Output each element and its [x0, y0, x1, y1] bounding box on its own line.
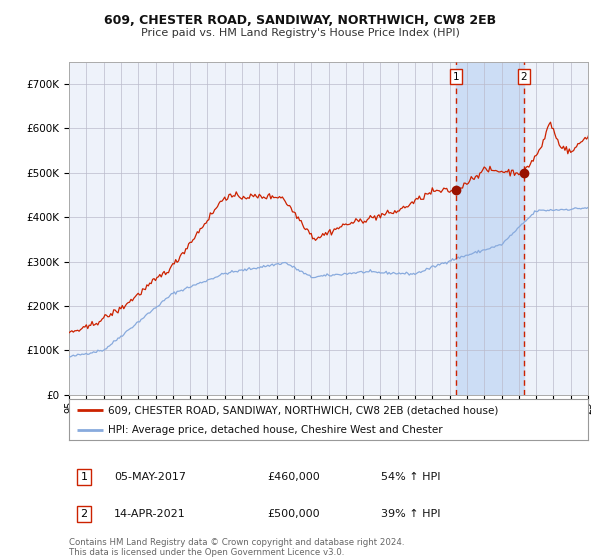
Text: 609, CHESTER ROAD, SANDIWAY, NORTHWICH, CW8 2EB: 609, CHESTER ROAD, SANDIWAY, NORTHWICH, …	[104, 14, 496, 27]
Bar	[455, 62, 524, 395]
Text: 2: 2	[520, 72, 527, 82]
Text: 1: 1	[80, 472, 88, 482]
Text: £460,000: £460,000	[267, 472, 320, 482]
Text: Contains HM Land Registry data © Crown copyright and database right 2024.
This d: Contains HM Land Registry data © Crown c…	[69, 538, 404, 557]
Text: 05-MAY-2017: 05-MAY-2017	[114, 472, 186, 482]
Text: 14-APR-2021: 14-APR-2021	[114, 509, 186, 519]
Text: 609, CHESTER ROAD, SANDIWAY, NORTHWICH, CW8 2EB (detached house): 609, CHESTER ROAD, SANDIWAY, NORTHWICH, …	[108, 405, 499, 415]
Text: £500,000: £500,000	[267, 509, 320, 519]
Text: 1: 1	[452, 72, 459, 82]
Text: 2: 2	[80, 509, 88, 519]
Text: 54% ↑ HPI: 54% ↑ HPI	[381, 472, 440, 482]
Text: HPI: Average price, detached house, Cheshire West and Chester: HPI: Average price, detached house, Ches…	[108, 426, 443, 435]
Text: 39% ↑ HPI: 39% ↑ HPI	[381, 509, 440, 519]
Text: Price paid vs. HM Land Registry's House Price Index (HPI): Price paid vs. HM Land Registry's House …	[140, 28, 460, 38]
